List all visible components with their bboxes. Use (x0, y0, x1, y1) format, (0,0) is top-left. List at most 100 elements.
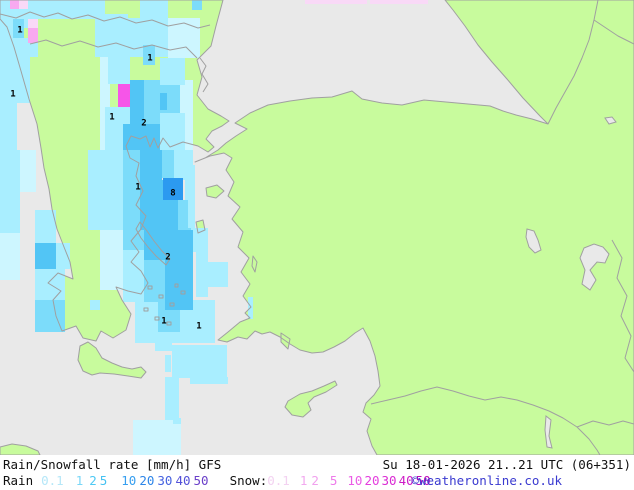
precip-value-label: 1 (161, 317, 166, 327)
precip-cell (185, 165, 195, 228)
precip-cell (28, 19, 38, 28)
scale-value: 40 (175, 473, 191, 488)
map-title: Rain/Snowfall rate [mm/h] GFS (3, 457, 222, 472)
weather-map-canvas: 1 1 1 1 2 1 8 2 1 1 (0, 0, 634, 455)
scale-value: 20 (364, 473, 380, 488)
precip-cell (140, 150, 162, 180)
map-datetime: Su 18-01-2026 21..21 UTC (06+351) (382, 457, 631, 472)
scale-value: 30 (381, 473, 397, 488)
precip-cell (144, 230, 172, 260)
rain-scale-values: 0.1 1 2 5 10 20 30 40 50 (33, 473, 211, 488)
precip-value-label: 2 (165, 253, 170, 263)
precip-cell (0, 19, 13, 57)
precip-cell (0, 120, 17, 152)
precip-cell (20, 150, 36, 192)
precip-cell (192, 0, 202, 10)
precip-cell (35, 210, 56, 243)
scale-value: 20 (139, 473, 155, 488)
precip-cell (180, 85, 193, 115)
precip-cell (165, 260, 193, 310)
precip-cell (155, 343, 172, 351)
precip-cell (123, 124, 160, 150)
precip-value-label: 1 (10, 90, 15, 100)
precip-cell (100, 230, 123, 290)
scale-value: 2 (89, 473, 97, 488)
lake-sliver-se (544, 415, 553, 449)
precip-cell (0, 233, 20, 280)
scale-value: 30 (157, 473, 173, 488)
lake-tuz (525, 228, 542, 254)
border-north-balkans (0, 11, 211, 29)
precip-cell (35, 243, 56, 269)
border-turkey-syria-iraq (370, 386, 601, 455)
precip-cell (150, 200, 178, 230)
precip-cell (123, 180, 140, 230)
border-caucasus (593, 19, 634, 45)
precip-cell (178, 200, 188, 230)
precip-cell (168, 18, 200, 58)
border-greece-north (29, 39, 198, 59)
precip-cell (10, 0, 19, 9)
precip-cell (173, 418, 181, 424)
precip-cell (57, 0, 105, 19)
precip-cell (123, 250, 144, 302)
scale-value: 5 (99, 473, 108, 488)
precip-cell (208, 262, 228, 287)
precip-cell (100, 55, 110, 150)
precip-cells (0, 0, 428, 455)
snow-scale-values: 0.1 1 2 5 10 20 30 40 50 (267, 473, 432, 488)
precip-cell (196, 252, 208, 297)
border-syria-iraq (576, 420, 634, 428)
lake-small-ne (604, 116, 617, 125)
precip-cell (130, 80, 144, 124)
precip-cell (190, 228, 208, 252)
scale-value: 0.1 (41, 473, 64, 488)
precip-cell (56, 243, 70, 269)
precip-cell (95, 14, 128, 57)
precip-cell (143, 45, 155, 65)
precip-cell (0, 57, 17, 120)
snow-scale-label: Snow: (229, 473, 268, 488)
precip-cell (305, 0, 367, 4)
scale-value: 10 (121, 473, 137, 488)
precip-cell (0, 150, 20, 233)
precip-cell (0, 0, 10, 19)
precip-cell (144, 80, 160, 124)
precip-cell (10, 9, 28, 19)
precip-cell (24, 19, 28, 28)
precip-cell (19, 0, 28, 9)
rain-scale-label: Rain (3, 473, 34, 488)
precip-cell (165, 377, 179, 420)
precip-cell (172, 345, 227, 378)
precip-cell (123, 150, 140, 180)
precip-cell (163, 178, 183, 200)
precip-cell (165, 355, 171, 372)
precip-cell (140, 0, 168, 18)
precip-value-labels: 1 1 1 1 2 1 8 2 1 1 (10, 26, 201, 332)
scale-value: 2 (311, 473, 319, 488)
scale-value: 1 (75, 473, 84, 488)
legend-title-row: Rain/Snowfall rate [mm/h] GFS Su 18-01-2… (3, 457, 631, 472)
lakes (525, 116, 617, 449)
border-greece-turkey (199, 57, 209, 93)
precip-cell (108, 55, 130, 84)
precip-value-label: 1 (135, 183, 140, 193)
legend-scale-row: Rain 0.1 1 2 5 10 20 30 40 50 Snow:0.1 1 2 5 10 20 30 40 5… (3, 473, 631, 488)
scale-value: 10 (347, 473, 363, 488)
precip-cell (190, 377, 228, 384)
lake-van (579, 243, 610, 291)
border-turkey-georgia (547, 0, 599, 125)
scale-value: 5 (329, 473, 338, 488)
precip-cell (90, 300, 100, 310)
border-turkey-iran (611, 239, 634, 373)
precip-cell (133, 420, 181, 455)
copyright-link[interactable]: ©weatheronline.co.uk (411, 473, 562, 488)
precip-value-label: 1 (147, 54, 152, 64)
precip-value-label: 2 (141, 119, 146, 129)
scale-value: 50 (193, 473, 209, 488)
precip-cell (144, 260, 165, 302)
precip-cell (160, 93, 167, 110)
precip-cell (118, 84, 130, 107)
scale-value: 50 (415, 473, 431, 488)
